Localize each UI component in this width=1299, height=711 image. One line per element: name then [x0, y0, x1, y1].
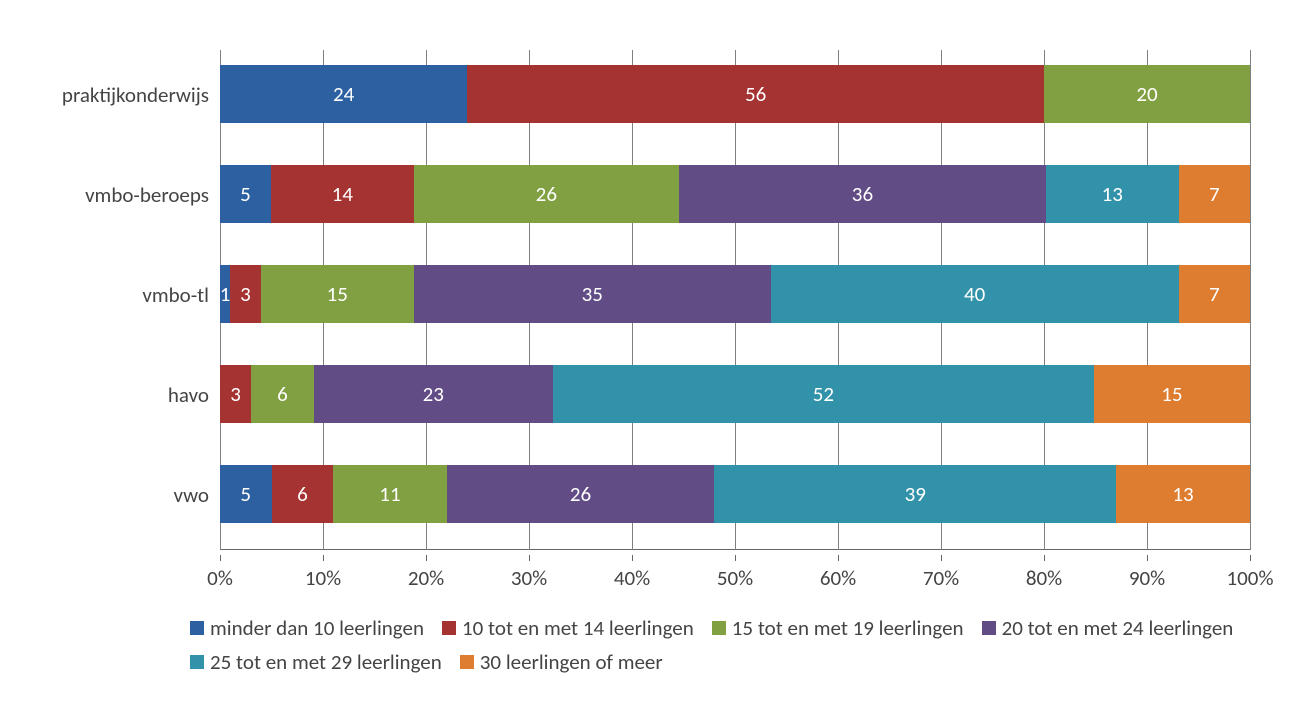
legend-item: 25 tot en met 29 leerlingen — [190, 649, 442, 675]
x-tick — [529, 555, 530, 561]
stacked-bar-chart: 2456205142636137131535407036235215561126… — [20, 20, 1279, 691]
bar-segment: 26 — [447, 465, 715, 523]
bar-segment: 52 — [553, 365, 1094, 423]
x-tick — [735, 555, 736, 561]
bar-segment: 6 — [272, 465, 334, 523]
bar-row: 131535407 — [220, 265, 1250, 323]
bar-segment: 23 — [314, 365, 553, 423]
x-tick-label: 0% — [207, 565, 233, 591]
legend-swatch — [190, 621, 204, 635]
bar-segment: 3 — [220, 365, 251, 423]
legend-label: 10 tot en met 14 leerlingen — [462, 615, 694, 641]
bar-segment: 5 — [220, 465, 272, 523]
bar-segment: 40 — [771, 265, 1179, 323]
bar-segment: 20 — [1044, 65, 1250, 123]
bar-row: 5611263913 — [220, 465, 1250, 523]
legend-swatch — [442, 621, 456, 635]
legend-item: 10 tot en met 14 leerlingen — [442, 615, 694, 641]
x-tick-label: 40% — [614, 565, 650, 591]
bar-segment: 15 — [261, 265, 414, 323]
legend-label: 25 tot en met 29 leerlingen — [210, 649, 442, 675]
bar-segment: 13 — [1116, 465, 1250, 523]
bar-segment: 7 — [1179, 265, 1250, 323]
bar-segment: 15 — [1094, 365, 1250, 423]
legend-swatch — [190, 655, 204, 669]
bar-segment: 11 — [333, 465, 446, 523]
legend-swatch — [460, 655, 474, 669]
x-tick — [426, 555, 427, 561]
legend-label: 30 leerlingen of meer — [480, 649, 663, 675]
legend-swatch — [982, 621, 996, 635]
gridline — [1250, 50, 1251, 550]
x-tick-label: 90% — [1129, 565, 1165, 591]
legend-label: 20 tot en met 24 leerlingen — [1002, 615, 1234, 641]
x-tick-label: 10% — [305, 565, 341, 591]
bar-segment: 35 — [414, 265, 771, 323]
x-tick-label: 80% — [1026, 565, 1062, 591]
bar-segment: 6 — [251, 365, 313, 423]
y-axis-label: vwo — [29, 482, 209, 508]
legend: minder dan 10 leerlingen 10 tot en met 14… — [190, 615, 1250, 675]
legend-label: 15 tot en met 19 leerlingen — [732, 615, 964, 641]
x-tick — [632, 555, 633, 561]
x-tick-label: 50% — [717, 565, 753, 591]
x-tick — [1044, 555, 1045, 561]
plot-area: 2456205142636137131535407036235215561126… — [220, 50, 1250, 550]
bar-segment: 14 — [271, 165, 414, 223]
x-tick — [220, 555, 221, 561]
bar-segment: 56 — [467, 65, 1044, 123]
x-tick-label: 30% — [511, 565, 547, 591]
x-tick — [941, 555, 942, 561]
y-axis-label: vmbo-beroeps — [29, 182, 209, 208]
x-tick — [323, 555, 324, 561]
x-tick — [1250, 555, 1251, 561]
bar-segment: 1 — [220, 265, 230, 323]
x-tick — [1147, 555, 1148, 561]
y-axis-label: vmbo-tl — [29, 282, 209, 308]
legend-item: minder dan 10 leerlingen — [190, 615, 424, 641]
y-axis-label: praktijkonderwijs — [29, 82, 209, 108]
bar-segment: 24 — [220, 65, 467, 123]
bar-segment: 36 — [679, 165, 1046, 223]
x-tick — [838, 555, 839, 561]
bar-segment: 7 — [1179, 165, 1250, 223]
legend-item: 15 tot en met 19 leerlingen — [712, 615, 964, 641]
legend-item: 20 tot en met 24 leerlingen — [982, 615, 1234, 641]
bar-row: 245620 — [220, 65, 1250, 123]
x-tick-label: 60% — [820, 565, 856, 591]
legend-swatch — [712, 621, 726, 635]
x-tick-label: 70% — [923, 565, 959, 591]
bar-segment: 26 — [414, 165, 679, 223]
bar-row: 5142636137 — [220, 165, 1250, 223]
legend-item: 30 leerlingen of meer — [460, 649, 663, 675]
x-tick-label: 100% — [1227, 565, 1274, 591]
legend-label: minder dan 10 leerlingen — [210, 615, 424, 641]
x-tick-label: 20% — [408, 565, 444, 591]
bar-segment: 3 — [230, 265, 261, 323]
y-axis-label: havo — [29, 382, 209, 408]
bar-segment: 5 — [220, 165, 271, 223]
bar-row: 036235215 — [220, 365, 1250, 423]
bar-segment: 39 — [714, 465, 1116, 523]
bar-segment: 13 — [1046, 165, 1179, 223]
